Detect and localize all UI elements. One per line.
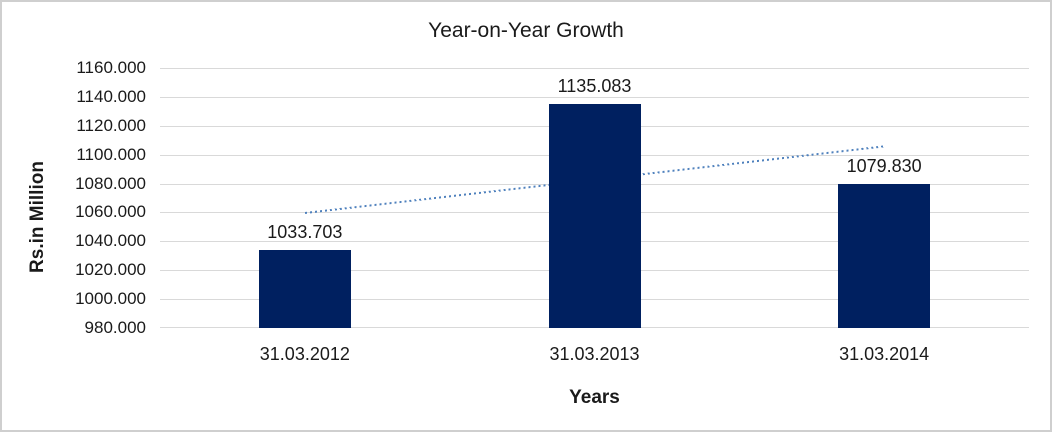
y-tick-label: 1160.000 bbox=[76, 58, 146, 77]
bar-value-label: 1135.083 bbox=[557, 75, 632, 96]
bar bbox=[838, 183, 931, 328]
gridline bbox=[160, 68, 1029, 69]
y-tick-label: 1100.000 bbox=[76, 144, 146, 164]
bar bbox=[258, 250, 351, 328]
bar-value-label: 1033.703 bbox=[267, 222, 343, 243]
category-label: 31.03.2013 bbox=[549, 344, 640, 364]
x-axis-title: Years bbox=[569, 387, 620, 408]
gridline bbox=[160, 96, 1029, 98]
y-tick-label: 1040.000 bbox=[75, 231, 146, 251]
y-tick-label: 1080.000 bbox=[75, 173, 146, 193]
bar bbox=[548, 103, 641, 328]
y-tick-label: 980.000 bbox=[84, 318, 146, 337]
y-tick-label: 1140.000 bbox=[76, 86, 146, 106]
y-tick-label: 1020.000 bbox=[75, 260, 146, 280]
chart-title: Year-on-Year Growth bbox=[428, 19, 624, 42]
y-tick-label: 1120.000 bbox=[76, 115, 146, 135]
y-tick-label: 1000.000 bbox=[75, 289, 146, 309]
category-label: 31.03.2014 bbox=[839, 344, 930, 364]
category-label: 31.03.2012 bbox=[259, 344, 350, 364]
y-tick-label: 1060.000 bbox=[75, 202, 146, 222]
bar-value-label: 1079.830 bbox=[846, 155, 922, 176]
